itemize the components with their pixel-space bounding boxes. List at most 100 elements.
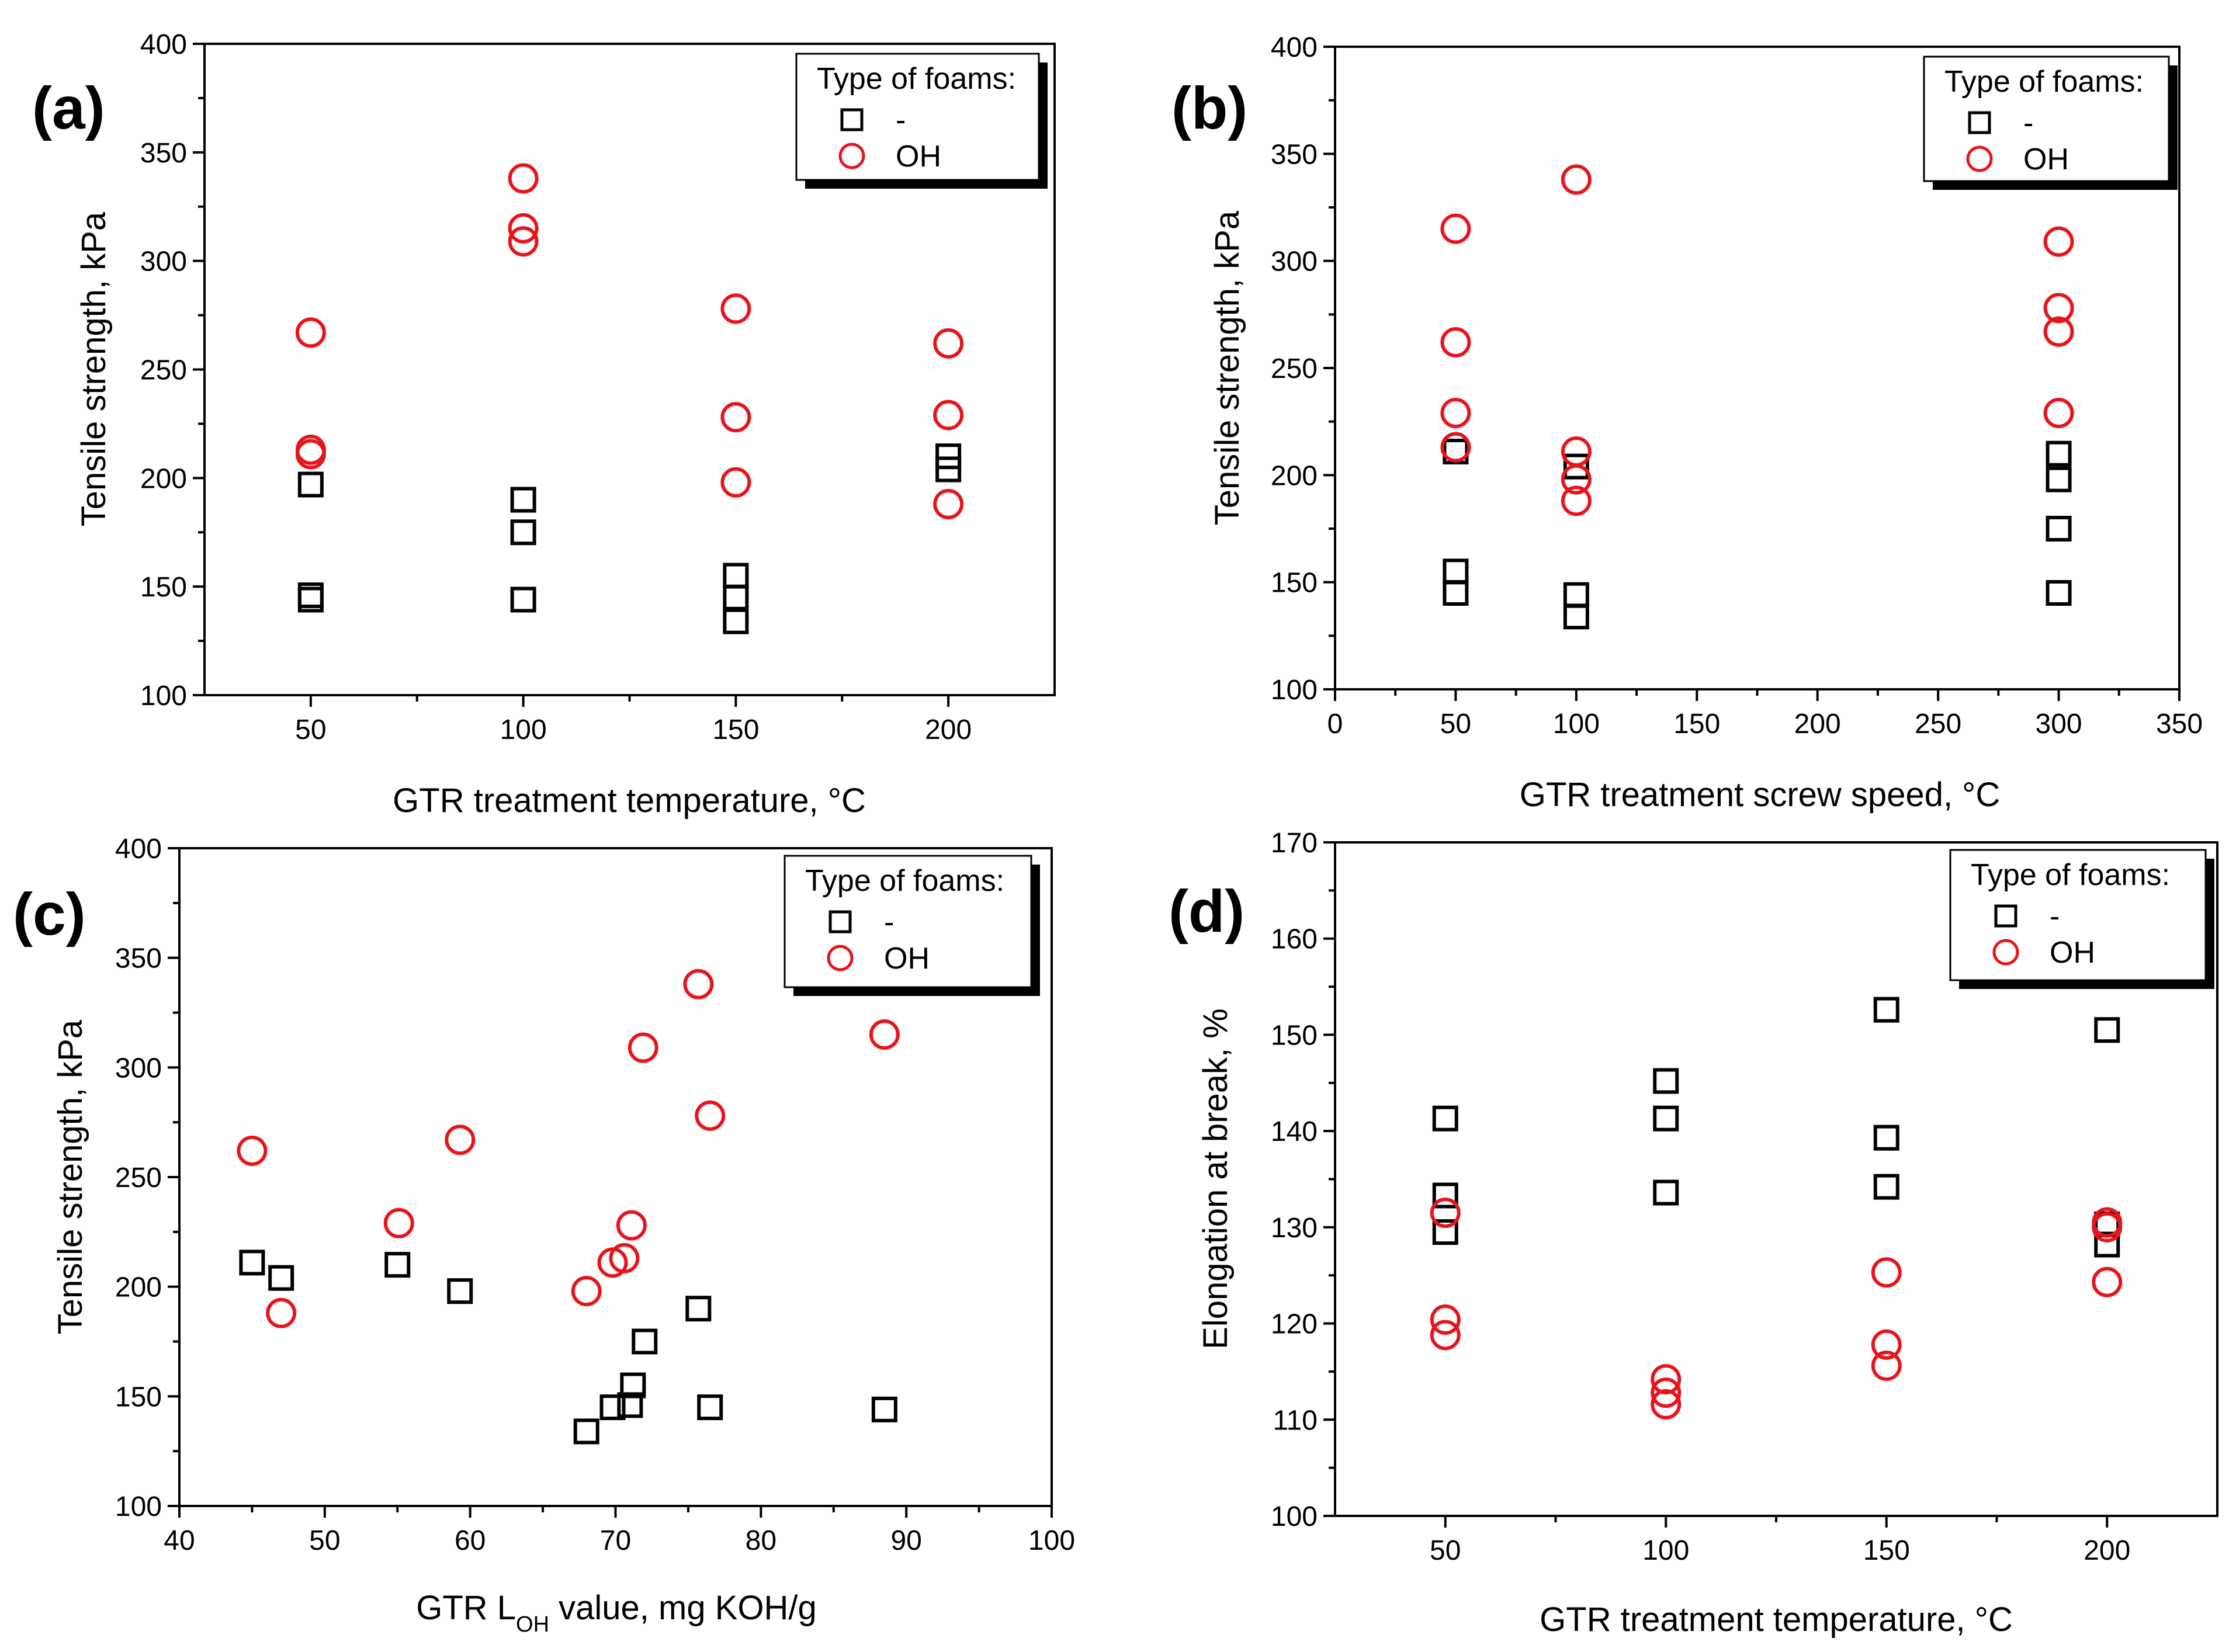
square-point-d-9	[2094, 1017, 2120, 1043]
circle-point-d-7	[1871, 1329, 1902, 1360]
circle-point-d-0	[1430, 1198, 1461, 1228]
circle-point-a-6	[720, 293, 751, 324]
circle-point-d-10	[2092, 1212, 2123, 1243]
square-point-c-1	[268, 1265, 294, 1291]
y-tick-label-c-300: 300	[115, 1053, 162, 1084]
circle-point-a-4	[508, 213, 539, 244]
circle-point-d-4	[1651, 1377, 1682, 1408]
square-point-a-5	[510, 586, 536, 613]
legend-box-c	[784, 855, 1032, 988]
y-tick-label-a-300: 300	[140, 247, 187, 277]
y-axis-title-b: Tensile strength, kPa	[1208, 210, 1246, 525]
square-point-b-6	[2046, 440, 2072, 467]
square-point-a-4	[510, 519, 536, 546]
square-point-c-5	[599, 1394, 626, 1421]
square-point-c-9	[685, 1296, 712, 1322]
y-tick-label-a-250: 250	[140, 355, 187, 386]
legend-circle-icon-a	[838, 143, 865, 169]
circle-point-d-8	[1871, 1351, 1902, 1382]
x-tick-label-d-100: 100	[1642, 1535, 1689, 1566]
x-axis-title-main-c: GTR L	[416, 1589, 516, 1627]
square-point-b-9	[2046, 580, 2072, 606]
square-point-c-4	[573, 1418, 599, 1445]
series-b-plain	[1443, 439, 2072, 630]
circle-point-c-4	[571, 1276, 602, 1307]
y-tick-label-c-150: 150	[115, 1382, 162, 1412]
panel-c: (c) 100 150 200 250 300 350 400 40 50 60 70 80 90 100 G…	[13, 834, 1075, 1637]
legend-a: Type of foams: -OH	[795, 53, 1048, 189]
legend-entry-b-0: -	[2023, 106, 2033, 140]
y-tick-label-d-150: 150	[1271, 1020, 1318, 1051]
y-tick-label-b-100: 100	[1271, 675, 1318, 706]
circle-point-a-0	[295, 317, 326, 348]
x-axis-title-sub-c: OH	[516, 1612, 549, 1637]
square-point-b-5	[1563, 603, 1589, 630]
circle-point-d-6	[1871, 1257, 1902, 1288]
circle-point-b-10	[2043, 316, 2074, 347]
x-tick-label-c-100: 100	[1028, 1525, 1075, 1556]
circle-point-d-11	[2092, 1266, 2123, 1297]
x-tick-label-b-0: 0	[1327, 709, 1343, 740]
circle-point-b-1	[1440, 327, 1471, 358]
circle-point-a-5	[508, 226, 539, 257]
legend-c: Type of foams: -OH	[784, 855, 1040, 996]
y-tick-label-b-350: 350	[1271, 139, 1318, 170]
legend-square-icon-a	[840, 108, 864, 131]
square-point-d-7	[1873, 1125, 1899, 1151]
circle-point-c-1	[266, 1297, 297, 1328]
circle-point-a-7	[720, 402, 751, 433]
legend-entry-d-0: -	[2050, 900, 2060, 933]
square-point-a-8	[723, 608, 749, 634]
circle-point-b-3	[1440, 432, 1471, 463]
square-point-a-0	[297, 471, 324, 498]
legend-b: Type of foams: -OH	[1923, 55, 2178, 190]
circle-point-b-4	[1561, 164, 1592, 195]
y-tick-label-d-120: 120	[1271, 1309, 1318, 1340]
square-point-b-1	[1443, 558, 1469, 585]
legend-entry-c-1: OH	[884, 942, 930, 976]
legend-circle-icon-c	[827, 945, 854, 971]
y-tick-label-a-400: 400	[140, 29, 187, 60]
square-point-b-7	[2046, 466, 2072, 492]
legend-square-icon-b	[1968, 111, 1991, 134]
square-point-a-10	[935, 456, 962, 483]
x-tick-label-b-50: 50	[1440, 709, 1471, 740]
square-point-d-0	[1432, 1105, 1458, 1132]
legend-title-b: Type of foams:	[1944, 65, 2144, 99]
y-tick-label-a-150: 150	[140, 572, 187, 603]
square-point-d-6	[1873, 997, 1899, 1023]
legend-box-b	[1923, 55, 2170, 182]
legend-title-d: Type of foams:	[1971, 858, 2170, 892]
circle-point-b-9	[2043, 293, 2074, 324]
x-tick-label-c-50: 50	[309, 1525, 340, 1556]
y-tick-label-b-150: 150	[1271, 568, 1318, 599]
y-tick-label-a-350: 350	[140, 138, 187, 169]
y-axis-title-a: Tensile strength, kPa	[75, 211, 113, 526]
x-tick-label-c-70: 70	[600, 1525, 631, 1556]
square-point-d-1	[1432, 1182, 1458, 1209]
panel-label-d: (d)	[1169, 878, 1244, 945]
series-d-oh	[1430, 1198, 2123, 1420]
circle-point-a-11	[933, 488, 964, 519]
circle-point-d-1	[1430, 1304, 1461, 1335]
y-tick-label-d-140: 140	[1271, 1116, 1318, 1147]
circle-point-c-10	[695, 1100, 726, 1131]
circle-point-a-2	[295, 439, 326, 470]
y-tick-label-d-110: 110	[1273, 1405, 1318, 1436]
circle-point-c-9	[683, 969, 714, 999]
square-point-d-3	[1653, 1068, 1679, 1094]
x-tick-label-a-100: 100	[500, 714, 547, 745]
legend-circle-icon-d	[1992, 939, 2019, 966]
panel-label-b: (b)	[1171, 75, 1247, 141]
series-c-oh	[237, 969, 900, 1328]
circle-point-d-3	[1651, 1364, 1682, 1395]
y-tick-label-d-170: 170	[1271, 828, 1318, 859]
x-tick-label-a-150: 150	[712, 714, 759, 745]
square-point-c-6	[617, 1392, 643, 1418]
circle-point-b-0	[1440, 213, 1471, 244]
x-tick-label-c-60: 60	[455, 1525, 486, 1556]
x-tick-label-d-150: 150	[1863, 1535, 1910, 1566]
square-point-c-3	[447, 1278, 473, 1304]
legend-title-a: Type of foams:	[817, 62, 1016, 96]
circle-point-b-8	[2043, 226, 2074, 257]
